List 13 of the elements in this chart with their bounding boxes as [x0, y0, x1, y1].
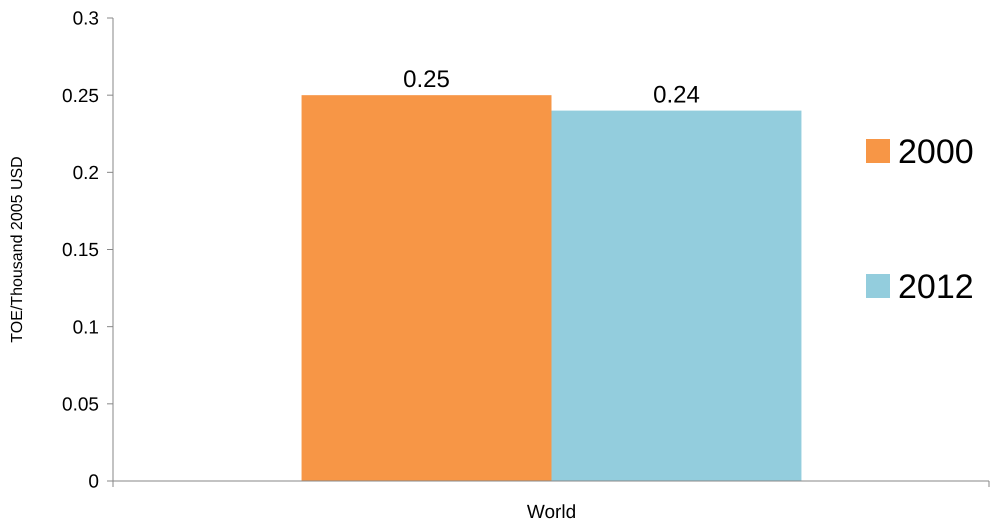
y-tick-label: 0.1: [72, 317, 99, 338]
y-tick-label: 0.15: [62, 240, 99, 262]
y-tick-label: 0: [88, 472, 99, 493]
data-label: 0.24: [653, 82, 700, 109]
data-label: 0.25: [403, 66, 450, 94]
legend-label: 2000: [898, 132, 974, 171]
y-tick-label: 0.25: [62, 86, 99, 107]
y-tick-label: 0.05: [62, 394, 99, 416]
legend-label: 2012: [898, 268, 974, 306]
y-tick-label: 0.3: [72, 8, 99, 30]
y-tick-label: 0.2: [72, 162, 99, 184]
x-tick-label: World: [526, 502, 576, 523]
y-axis-title: TOE/Thousand 2005 USD: [9, 156, 26, 343]
